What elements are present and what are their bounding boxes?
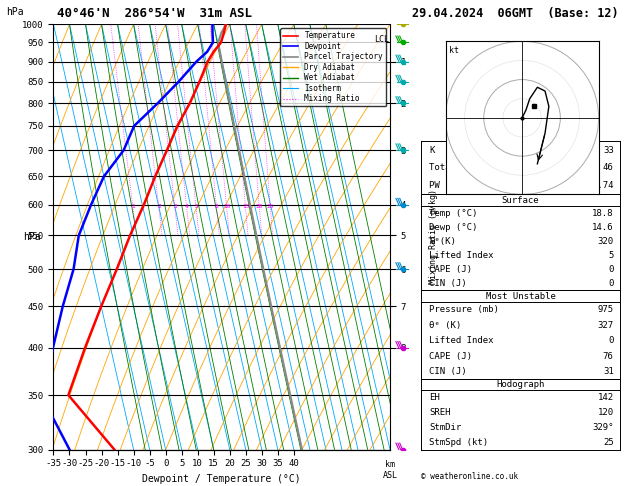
Text: Lifted Index: Lifted Index: [430, 336, 494, 345]
Text: 29.04.2024  06GMT  (Base: 12): 29.04.2024 06GMT (Base: 12): [412, 7, 618, 20]
Text: 327: 327: [598, 321, 614, 330]
Text: 3: 3: [174, 204, 177, 208]
Text: 320: 320: [598, 237, 614, 246]
Text: StmSpd (kt): StmSpd (kt): [430, 437, 489, 447]
Text: 120: 120: [598, 408, 614, 417]
Text: PW (cm): PW (cm): [430, 181, 467, 190]
Text: StmDir: StmDir: [430, 423, 462, 432]
Text: Lifted Index: Lifted Index: [430, 251, 494, 260]
Text: Dewp (°C): Dewp (°C): [430, 223, 478, 232]
Text: θᵉ (K): θᵉ (K): [430, 321, 462, 330]
Text: K: K: [430, 146, 435, 155]
Legend: Temperature, Dewpoint, Parcel Trajectory, Dry Adiabat, Wet Adiabat, Isotherm, Mi: Temperature, Dewpoint, Parcel Trajectory…: [280, 28, 386, 106]
Text: 20: 20: [256, 204, 264, 208]
Text: 0: 0: [608, 336, 614, 345]
Text: SREH: SREH: [430, 408, 451, 417]
Text: Most Unstable: Most Unstable: [486, 292, 555, 300]
Text: θᵉ(K): θᵉ(K): [430, 237, 456, 246]
Text: 975: 975: [598, 305, 614, 314]
Text: 1: 1: [131, 204, 135, 208]
Text: 8: 8: [215, 204, 219, 208]
X-axis label: Dewpoint / Temperature (°C): Dewpoint / Temperature (°C): [142, 474, 301, 484]
Text: Temp (°C): Temp (°C): [430, 209, 478, 218]
Text: hPa: hPa: [23, 232, 40, 242]
Text: CAPE (J): CAPE (J): [430, 265, 472, 274]
Text: kt: kt: [449, 46, 459, 55]
Text: hPa: hPa: [6, 7, 24, 17]
Text: km
ASL: km ASL: [382, 460, 398, 480]
Text: 40°46'N  286°54'W  31m ASL: 40°46'N 286°54'W 31m ASL: [57, 7, 252, 20]
Text: 0: 0: [608, 265, 614, 274]
Text: 5: 5: [608, 251, 614, 260]
Text: Pressure (mb): Pressure (mb): [430, 305, 499, 314]
Text: 10: 10: [223, 204, 231, 208]
Text: 31: 31: [603, 367, 614, 376]
Text: 0: 0: [608, 278, 614, 288]
Text: 329°: 329°: [592, 423, 614, 432]
Text: Mixing Ratio (g/kg): Mixing Ratio (g/kg): [429, 190, 438, 284]
Text: CIN (J): CIN (J): [430, 367, 467, 376]
Text: 46: 46: [603, 163, 614, 173]
Text: 25: 25: [603, 437, 614, 447]
Text: 3.74: 3.74: [592, 181, 614, 190]
Text: 76: 76: [603, 352, 614, 361]
Text: Totals Totals: Totals Totals: [430, 163, 499, 173]
Text: Hodograph: Hodograph: [496, 380, 545, 389]
Text: Surface: Surface: [502, 196, 539, 205]
Text: 2: 2: [157, 204, 161, 208]
Text: 15: 15: [242, 204, 250, 208]
Text: © weatheronline.co.uk: © weatheronline.co.uk: [421, 472, 518, 481]
Text: LCL: LCL: [374, 35, 389, 44]
Text: 33: 33: [603, 146, 614, 155]
Text: 14.6: 14.6: [592, 223, 614, 232]
Text: 25: 25: [267, 204, 274, 208]
Text: 5: 5: [194, 204, 198, 208]
Text: CIN (J): CIN (J): [430, 278, 467, 288]
Text: 4: 4: [185, 204, 189, 208]
Text: 142: 142: [598, 393, 614, 402]
Text: 18.8: 18.8: [592, 209, 614, 218]
Text: EH: EH: [430, 393, 440, 402]
Text: CAPE (J): CAPE (J): [430, 352, 472, 361]
